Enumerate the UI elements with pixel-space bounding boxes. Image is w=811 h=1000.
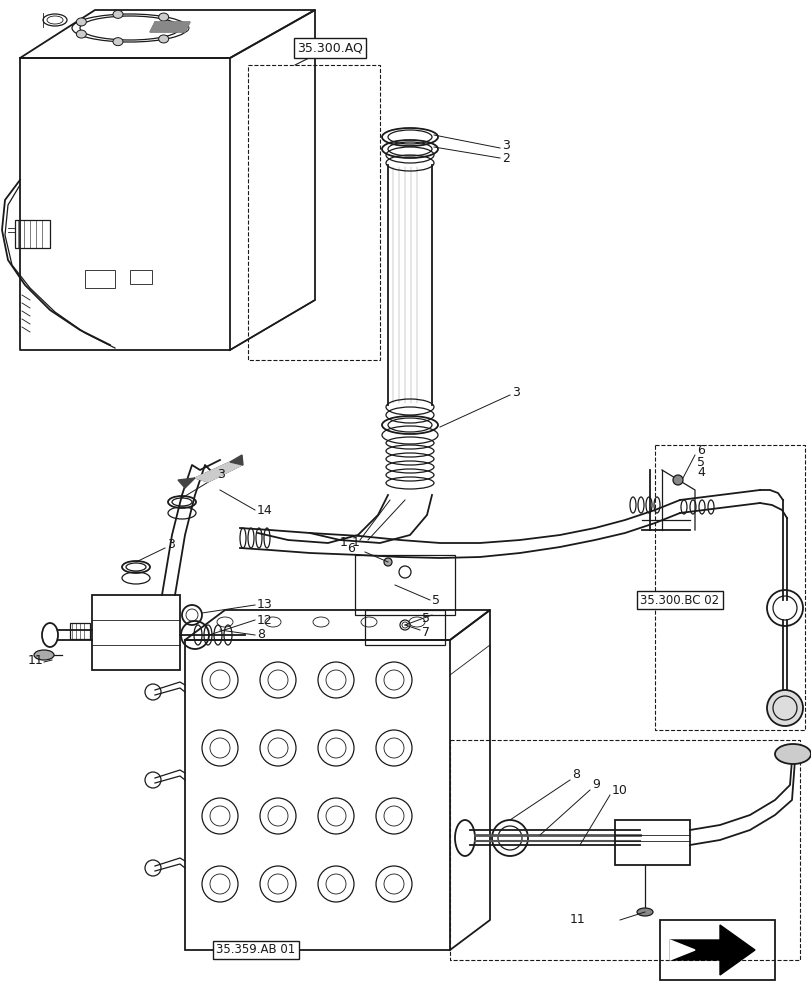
Text: 3: 3 — [167, 538, 174, 550]
Polygon shape — [178, 478, 195, 488]
Text: 6: 6 — [696, 444, 704, 456]
Text: 35.300.AQ: 35.300.AQ — [297, 42, 363, 55]
Text: 8: 8 — [571, 768, 579, 782]
Ellipse shape — [766, 690, 802, 726]
Bar — [15, 220, 50, 248]
Polygon shape — [195, 462, 242, 482]
Bar — [92, 595, 180, 670]
Text: 2: 2 — [501, 152, 509, 165]
Ellipse shape — [42, 623, 58, 647]
Text: 11: 11 — [28, 654, 44, 666]
Polygon shape — [230, 455, 242, 465]
Ellipse shape — [113, 10, 122, 18]
Text: 3: 3 — [501, 139, 509, 152]
Text: 35.359.AB 01: 35.359.AB 01 — [216, 943, 295, 956]
Text: 3: 3 — [217, 468, 225, 481]
Bar — [659, 920, 774, 980]
Bar — [185, 640, 449, 950]
Ellipse shape — [672, 475, 682, 485]
Bar — [130, 270, 152, 284]
Bar — [365, 610, 444, 645]
Ellipse shape — [384, 558, 392, 566]
Text: 11: 11 — [569, 913, 585, 926]
Bar — [85, 270, 115, 288]
Text: 5: 5 — [431, 593, 440, 606]
Ellipse shape — [158, 13, 169, 21]
Text: 6: 6 — [346, 542, 354, 554]
Bar — [354, 555, 454, 615]
Text: 14: 14 — [257, 504, 272, 516]
Text: 1: 1 — [351, 536, 359, 550]
Text: 10: 10 — [611, 784, 627, 796]
Ellipse shape — [76, 30, 86, 38]
Ellipse shape — [178, 24, 189, 32]
Text: 9: 9 — [591, 778, 599, 791]
Polygon shape — [669, 925, 754, 975]
Text: 1: 1 — [340, 536, 347, 550]
Text: 5: 5 — [696, 456, 704, 468]
Text: 12: 12 — [257, 613, 272, 626]
Text: 3: 3 — [512, 385, 519, 398]
Ellipse shape — [34, 650, 54, 660]
Polygon shape — [150, 22, 190, 32]
Bar — [614, 820, 689, 865]
Ellipse shape — [76, 18, 86, 26]
Ellipse shape — [774, 744, 810, 764]
Bar — [70, 623, 90, 639]
Ellipse shape — [113, 38, 122, 46]
Text: 5: 5 — [422, 611, 430, 624]
Text: 7: 7 — [422, 626, 430, 638]
Text: 4: 4 — [696, 466, 704, 480]
Ellipse shape — [158, 35, 169, 43]
Text: 8: 8 — [257, 628, 264, 642]
Polygon shape — [669, 940, 694, 960]
Text: 35.300.BC 02: 35.300.BC 02 — [640, 593, 719, 606]
Ellipse shape — [636, 908, 652, 916]
Text: 13: 13 — [257, 598, 272, 611]
